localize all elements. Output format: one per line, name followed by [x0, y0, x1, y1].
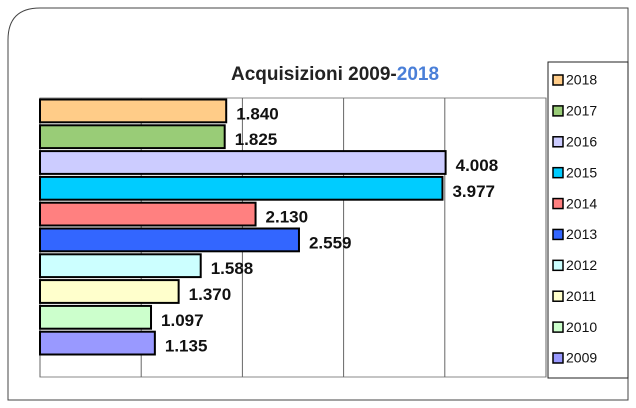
legend-label: 2013 [566, 226, 597, 242]
legend-label: 2014 [566, 195, 597, 211]
legend-label: 2017 [566, 103, 597, 119]
value-label: 2.130 [266, 208, 309, 227]
legend-label: 2018 [566, 72, 597, 88]
bar [39, 227, 300, 253]
legend-swatch [552, 259, 564, 272]
chart-title: Acquisizioni 2009-2018 [231, 64, 439, 85]
bar [39, 98, 228, 124]
legend-label: 2011 [566, 288, 596, 304]
legend-swatch [552, 136, 564, 148]
value-label: 1.825 [235, 130, 278, 149]
legend-swatch [552, 197, 564, 210]
value-label: 1.135 [165, 337, 208, 356]
value-label: 4.008 [456, 156, 499, 175]
legend-label: 2012 [566, 257, 597, 273]
title-part: Acquisizioni 2009- [231, 64, 397, 85]
legend-swatch [552, 74, 564, 86]
bar [39, 253, 202, 279]
legend-swatch [552, 321, 564, 333]
bar [39, 304, 153, 330]
legend-label: 2010 [566, 319, 597, 335]
bar [39, 201, 257, 227]
value-label: 1.588 [211, 259, 254, 278]
value-label: 3.977 [452, 182, 495, 201]
legend-swatch [552, 228, 564, 241]
legend-label: 2009 [566, 350, 597, 366]
legend-label: 2016 [566, 133, 597, 149]
bar [39, 124, 226, 150]
legend-swatch [552, 166, 564, 179]
value-label: 2.559 [309, 233, 352, 252]
bar [39, 330, 156, 356]
legend-swatch [552, 352, 564, 364]
title-highlight: 2018 [397, 64, 439, 85]
legend-label: 2015 [566, 164, 597, 180]
bar [39, 175, 444, 201]
value-label: 1.097 [161, 311, 204, 330]
bar [39, 150, 447, 175]
legend-swatch [552, 105, 564, 117]
bar [39, 279, 180, 304]
value-label: 1.840 [236, 104, 279, 123]
legend-swatch [552, 290, 564, 302]
value-label: 1.370 [189, 285, 232, 304]
